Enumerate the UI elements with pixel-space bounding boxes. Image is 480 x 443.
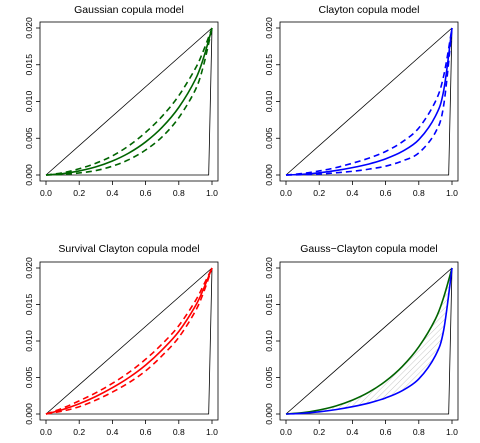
x-tick-label: 0.0 (40, 427, 52, 437)
x-tick-label: 0.4 (106, 427, 118, 437)
x-tick-label: 0.0 (280, 188, 292, 198)
x-tick-label: 0.4 (346, 188, 358, 198)
y-tick-label: 0.005 (24, 367, 34, 389)
series-line-3 (45, 27, 213, 176)
diagonal-line (285, 267, 453, 415)
chart-title: Survival Clayton copula model (58, 243, 199, 255)
y-tick-label: 0.010 (24, 330, 34, 352)
x-tick-label: 0.6 (380, 188, 392, 198)
y-tick-label: 0.000 (24, 164, 34, 186)
x-tick-label: 0.8 (413, 188, 425, 198)
x-tick-label: 0.2 (313, 188, 325, 198)
chart-panel-3: Survival Clayton copula model 0.0 0.2 0.4 0.… (24, 243, 219, 437)
x-tick-label: 0.8 (413, 427, 425, 437)
y-tick-label: 0.020 (24, 17, 34, 39)
y-tick-label: 0.015 (24, 54, 34, 76)
shaded-area (286, 268, 452, 414)
x-tick-label: 0.6 (140, 427, 152, 437)
series-line-2 (45, 267, 213, 415)
series-line-3 (45, 267, 213, 415)
x-tick-label: 1.0 (206, 427, 218, 437)
chart-title: Gaussian copula model (74, 4, 184, 16)
y-tick-label: 0.020 (24, 257, 34, 279)
y-tick-label: 0.005 (24, 127, 34, 149)
y-tick-label: 0.015 (264, 294, 274, 316)
lower-bound-line (46, 267, 213, 415)
diagonal-line (285, 27, 453, 176)
y-tick-label: 0.010 (24, 91, 34, 113)
series-line-2 (45, 27, 213, 176)
x-tick-label: 0.6 (140, 188, 152, 198)
y-tick-label: 0.000 (264, 164, 274, 186)
y-tick-label: 0.015 (264, 54, 274, 76)
series-line-4 (45, 27, 213, 176)
x-tick-label: 0.0 (280, 427, 292, 437)
y-tick-label: 0.005 (264, 127, 274, 149)
series-line-4 (45, 267, 213, 415)
diagonal-line (45, 27, 213, 176)
series-line-2 (285, 27, 453, 176)
y-tick-label: 0.015 (24, 294, 34, 316)
x-tick-label: 1.0 (206, 188, 218, 198)
lower-bound-line (286, 267, 453, 415)
x-tick-label: 0.6 (380, 427, 392, 437)
x-tick-label: 0.0 (40, 188, 52, 198)
x-tick-label: 0.2 (73, 188, 85, 198)
series-line-4 (285, 27, 453, 176)
chart-panel-1: Gaussian copula model 0.0 0.2 0.4 0.6 0.8 1.0 0… (24, 4, 219, 198)
x-tick-label: 0.4 (346, 427, 358, 437)
x-tick-label: 0.4 (106, 188, 118, 198)
x-tick-label: 0.8 (173, 188, 185, 198)
lower-bound-line (286, 27, 453, 176)
x-tick-label: 0.8 (173, 427, 185, 437)
x-tick-label: 1.0 (446, 427, 458, 437)
y-tick-label: 0.020 (264, 17, 274, 39)
y-tick-label: 0.005 (264, 367, 274, 389)
diagonal-line (45, 267, 213, 415)
lower-bound-line (46, 27, 213, 176)
chart-title: Gauss−Clayton copula model (300, 243, 437, 255)
y-tick-label: 0.000 (24, 403, 34, 425)
y-tick-label: 0.000 (264, 403, 274, 425)
y-tick-label: 0.010 (264, 330, 274, 352)
y-tick-label: 0.020 (264, 257, 274, 279)
chart-title: Clayton copula model (319, 4, 420, 16)
chart-panel-2: Clayton copula model 0.0 0.2 0.4 0.6 0.8 1.0 0.… (264, 4, 459, 198)
x-tick-label: 1.0 (446, 188, 458, 198)
y-tick-label: 0.010 (264, 91, 274, 113)
series-line-2 (285, 267, 453, 415)
chart-panel-4: Gauss−Clayton copula model 0.0 0.2 0.4 0.6 0.… (264, 243, 459, 437)
x-tick-label: 0.2 (313, 427, 325, 437)
x-tick-label: 0.2 (73, 427, 85, 437)
series-line-3 (285, 267, 453, 415)
series-line-3 (285, 27, 453, 176)
